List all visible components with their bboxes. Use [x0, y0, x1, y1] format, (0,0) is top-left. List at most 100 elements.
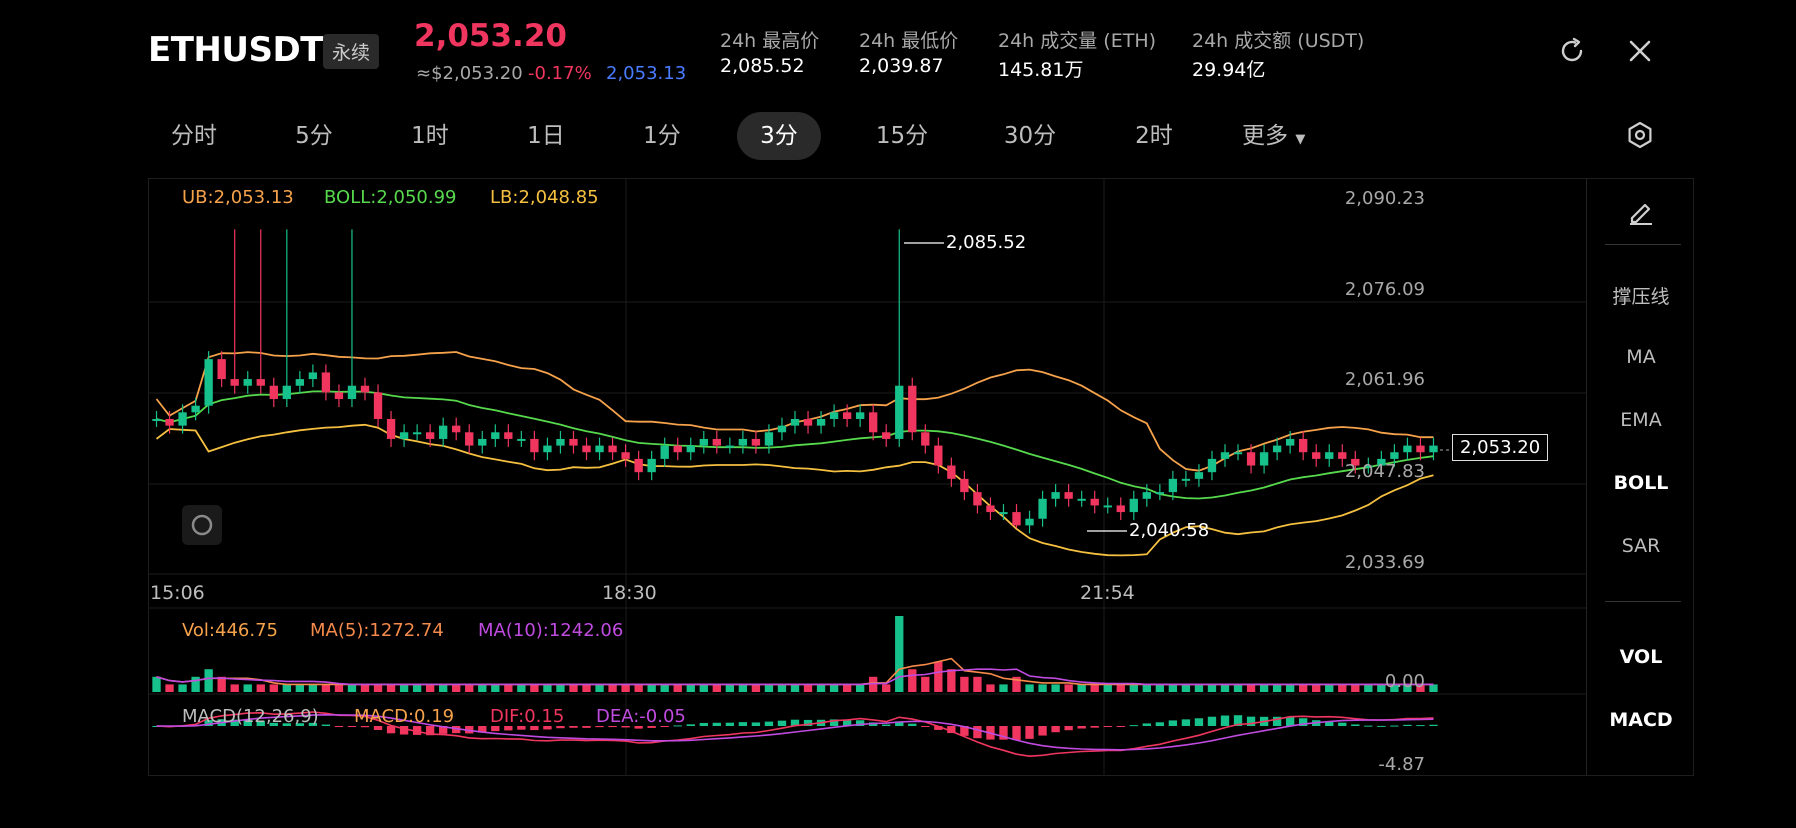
candle-body	[1299, 438, 1308, 453]
macd-bar	[1246, 716, 1256, 726]
candle-body	[165, 418, 174, 426]
candle-body	[569, 438, 578, 446]
volume-bar	[178, 684, 187, 692]
close-icon	[1629, 40, 1651, 62]
tab-15m[interactable]: 15分	[875, 123, 929, 149]
macd-bar	[269, 722, 278, 726]
candle-body	[686, 445, 695, 453]
tab-30m[interactable]: 30分	[1003, 123, 1057, 149]
volume-bar	[1429, 684, 1438, 692]
candle-body	[204, 359, 213, 406]
candle-body	[1129, 498, 1138, 513]
candle-body	[660, 445, 669, 459]
volume-bar	[465, 684, 474, 692]
chart-settings-button[interactable]	[1620, 115, 1660, 155]
volume-bar	[191, 676, 200, 692]
macd-bar	[908, 723, 917, 726]
volume-bar	[712, 684, 721, 692]
volume-bar	[1181, 684, 1191, 692]
volume-bar	[1207, 684, 1217, 692]
tab-1h[interactable]: 1时	[411, 123, 449, 149]
macd-bar	[803, 719, 813, 726]
macd-bar	[1142, 723, 1151, 726]
candle-body	[1038, 498, 1047, 519]
close-button[interactable]	[1620, 31, 1660, 71]
volume-bar	[1142, 684, 1151, 692]
candle-body	[1012, 512, 1021, 526]
volume-bar	[204, 669, 213, 692]
vol-ma10-legend: MA(10):1242.06	[478, 620, 624, 641]
tab-2h[interactable]: 2时	[1135, 123, 1173, 149]
volume-bar	[582, 684, 591, 692]
volume-bar	[1155, 684, 1165, 692]
volume-bar	[764, 684, 774, 692]
macd-bar	[1233, 715, 1243, 726]
chart-area[interactable]	[148, 178, 1694, 776]
y-tick: 2,047.83	[1344, 461, 1425, 482]
sidebar-item-macd[interactable]: MACD	[1609, 709, 1673, 731]
volume-bar	[738, 684, 748, 692]
macd-bar	[1338, 722, 1347, 726]
volume-bar	[1090, 684, 1099, 692]
current-price-tag: 2,053.20	[1452, 434, 1549, 461]
vol-legend: Vol:446.75	[182, 620, 278, 641]
tab-timeline[interactable]: 分时	[171, 123, 217, 149]
sidebar-item-boll[interactable]: BOLL	[1613, 472, 1669, 494]
volume-bar	[1012, 676, 1021, 692]
candle-body	[790, 418, 800, 426]
exchange-logo[interactable]	[182, 505, 222, 545]
macd-bar	[699, 722, 708, 726]
volume-bar	[816, 684, 826, 692]
tab-3m[interactable]: 3分	[737, 112, 821, 160]
sidebar-item-support-resistance[interactable]: 撑压线	[1612, 286, 1670, 308]
macd-bar	[204, 720, 213, 726]
candle-body	[1051, 492, 1060, 499]
sidebar-item-sar[interactable]: SAR	[1621, 535, 1661, 557]
macd-bar	[256, 720, 265, 726]
chart-grid	[148, 178, 1586, 776]
volume-bar	[1285, 684, 1295, 692]
volume-bar	[1272, 684, 1282, 692]
sidebar-item-ema[interactable]: EMA	[1620, 409, 1662, 431]
macd-bar	[777, 720, 787, 726]
volume-bar	[569, 684, 578, 692]
candle-body	[738, 438, 748, 446]
macd-bar	[569, 726, 578, 728]
volume-bar	[334, 684, 344, 692]
macd-bar	[842, 720, 852, 726]
macd-value: MACD:0.19	[354, 706, 455, 727]
volume-bar	[921, 676, 930, 692]
refresh-button[interactable]	[1552, 31, 1592, 71]
macd-bar	[1429, 724, 1438, 726]
tab-1d[interactable]: 1日	[527, 123, 565, 149]
candle-body	[1064, 492, 1073, 499]
sidebar-item-vol[interactable]: VOL	[1619, 646, 1663, 668]
stat-high-label: 24h 最高价	[720, 30, 820, 52]
macd-bar	[517, 726, 526, 730]
dea-value: DEA:-0.05	[596, 706, 686, 727]
macd-bar	[1103, 726, 1112, 727]
macd-bar	[308, 722, 318, 726]
sidebar-item-ma[interactable]: MA	[1626, 346, 1656, 368]
macd-bar	[373, 726, 383, 730]
draw-tool-button[interactable]	[1587, 196, 1695, 231]
macd-bar	[634, 726, 643, 729]
volume-bar	[882, 684, 891, 692]
last-price: 2,053.20	[414, 18, 567, 54]
macd-bar	[934, 726, 943, 730]
tab-5m[interactable]: 5分	[295, 123, 333, 149]
macd-bar	[282, 723, 291, 726]
volume-bar	[425, 684, 435, 692]
volume-bar	[360, 684, 370, 692]
macd-bar	[764, 721, 774, 726]
candle-body	[308, 372, 318, 380]
volume-bar	[947, 669, 956, 692]
stat-volume-label: 24h 成交量 (ETH)	[998, 30, 1157, 52]
tab-1m[interactable]: 1分	[643, 123, 681, 149]
macd-bar	[334, 726, 344, 727]
macd-histogram	[152, 711, 1438, 758]
volume-bar	[1364, 684, 1373, 692]
candle-body	[1025, 518, 1034, 526]
tab-more[interactable]: 更多 ▼	[1242, 112, 1322, 160]
volume-bar	[1064, 684, 1073, 692]
